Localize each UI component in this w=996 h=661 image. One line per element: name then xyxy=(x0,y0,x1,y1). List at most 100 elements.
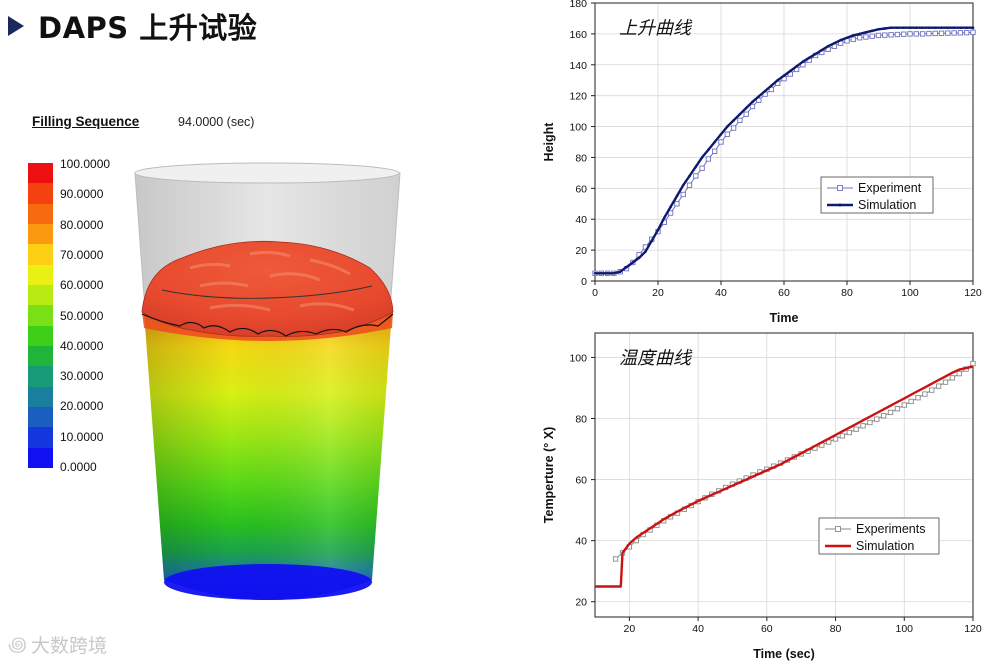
plot-frame xyxy=(594,332,974,618)
legend-color-swatch xyxy=(28,223,53,245)
data-point xyxy=(883,27,887,30)
data-point xyxy=(902,26,905,30)
x-tick-label: 100 xyxy=(896,623,914,635)
legend-label: 90.0000 xyxy=(60,187,104,202)
data-point xyxy=(946,26,950,30)
title-bar: DAPS 上升试验 xyxy=(8,6,257,46)
y-tick-label: 0 xyxy=(581,276,587,288)
legend-label: 50.0000 xyxy=(60,308,104,323)
data-point xyxy=(700,156,704,159)
series-group xyxy=(592,26,976,276)
data-point xyxy=(908,26,912,30)
data-point xyxy=(959,26,962,30)
data-point xyxy=(688,174,691,178)
data-point xyxy=(845,36,849,40)
legend-box xyxy=(818,517,940,555)
data-point xyxy=(921,26,924,30)
data-point xyxy=(737,117,743,124)
y-tick-label: 80 xyxy=(575,152,587,164)
data-point xyxy=(770,84,773,87)
data-point xyxy=(712,148,718,154)
data-point xyxy=(894,406,901,412)
legend-color-swatch xyxy=(28,305,53,326)
x-tick-label: 120 xyxy=(964,623,982,635)
data-point xyxy=(699,165,705,171)
legend-box xyxy=(820,176,934,214)
series-group xyxy=(595,360,976,588)
x-tick-label: 0 xyxy=(592,287,598,299)
data-point xyxy=(888,32,894,38)
data-point xyxy=(707,148,710,152)
data-point xyxy=(927,26,931,30)
data-point xyxy=(952,26,956,30)
legend-label: 10.0000 xyxy=(60,429,104,444)
data-point xyxy=(901,31,907,37)
data-point xyxy=(867,419,873,426)
data-point xyxy=(686,182,693,188)
rise-curve-chart: 0 20 40 60 80 100 120 0 20 40 60 80 100 120 140 160 180 T… xyxy=(542,0,982,325)
dome-contour xyxy=(161,285,373,299)
filling-sequence-label: Filling Sequence xyxy=(32,114,140,129)
data-point xyxy=(938,30,945,36)
legend-color-swatch xyxy=(28,183,53,204)
filling-time-value: 94.0000 (sec) xyxy=(178,115,255,129)
legend-color-swatch xyxy=(28,345,53,367)
legend-label: 70.0000 xyxy=(60,247,104,262)
color-legend-bar xyxy=(28,163,53,468)
cup-body-shading xyxy=(144,312,392,600)
y-tick-label: 60 xyxy=(575,475,587,487)
plot-area xyxy=(595,333,973,617)
data-point xyxy=(675,194,679,198)
legend-color-swatch xyxy=(28,284,53,306)
data-point xyxy=(637,256,641,260)
data-point xyxy=(942,379,949,385)
data-point xyxy=(743,111,749,117)
watermark-text: 大数跨境 xyxy=(31,635,108,657)
data-point xyxy=(850,36,856,42)
data-point xyxy=(846,429,852,436)
data-point xyxy=(650,239,653,243)
chart-title: 温度曲线 xyxy=(619,348,693,369)
data-point xyxy=(949,375,956,381)
y-tick-label: 100 xyxy=(569,122,587,134)
x-tick-label: 100 xyxy=(901,287,919,299)
legend-label: 30.0000 xyxy=(60,369,104,384)
data-point xyxy=(870,29,874,33)
data-point xyxy=(971,26,975,30)
data-point xyxy=(680,191,686,198)
data-point xyxy=(860,423,866,429)
data-point xyxy=(669,205,672,209)
y-tick-label: 40 xyxy=(575,214,587,226)
legend-color-swatch xyxy=(28,427,53,448)
data-point xyxy=(795,65,798,68)
x-tick-label: 40 xyxy=(692,623,704,635)
data-point xyxy=(864,31,868,34)
x-tick-label: 20 xyxy=(624,623,636,635)
dome-texture xyxy=(189,250,355,312)
data-point xyxy=(782,74,786,77)
data-point xyxy=(763,89,767,93)
data-point xyxy=(929,387,935,393)
filling-simulation-render xyxy=(134,162,401,600)
data-point xyxy=(705,156,712,162)
data-point xyxy=(869,33,875,39)
data-point xyxy=(656,228,660,232)
data-point xyxy=(852,34,855,37)
cup-bottom-edge xyxy=(164,564,372,600)
data-point xyxy=(751,100,754,104)
legend-label: Experiments xyxy=(856,522,925,536)
data-point xyxy=(889,26,893,30)
data-point xyxy=(719,132,723,136)
data-point xyxy=(749,103,756,110)
data-point xyxy=(908,398,914,405)
data-point xyxy=(874,416,880,422)
legend-color-swatch xyxy=(28,406,53,428)
data-point xyxy=(832,436,839,442)
data-point xyxy=(744,106,748,110)
y-tick-label: 160 xyxy=(569,29,587,41)
x-tick-label: 20 xyxy=(652,287,664,299)
x-tick-label: 80 xyxy=(830,623,842,635)
data-point xyxy=(907,31,913,37)
y-tick-label: 20 xyxy=(575,245,587,257)
page-title: DAPS 上升试验 xyxy=(38,11,258,45)
